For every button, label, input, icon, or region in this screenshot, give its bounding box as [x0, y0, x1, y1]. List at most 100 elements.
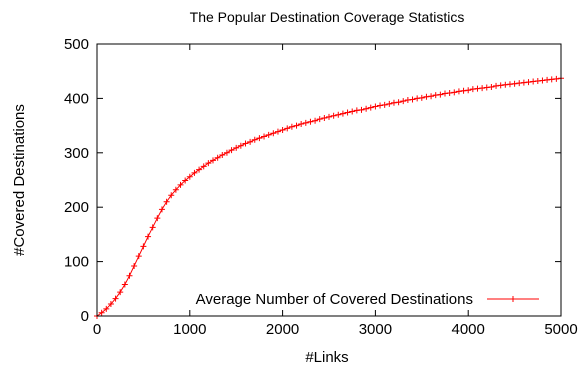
data-point: [442, 90, 448, 97]
data-point: [107, 301, 114, 308]
y-tick-label: 0: [81, 308, 89, 325]
data-point: [465, 87, 472, 94]
data-point: [163, 198, 170, 205]
data-point: [349, 108, 356, 115]
data-point: [451, 89, 458, 96]
data-point: [409, 96, 416, 103]
data-point: [205, 160, 212, 167]
data-point: [168, 192, 175, 199]
data-point: [121, 281, 128, 288]
data-point: [483, 84, 490, 91]
data-point: [381, 101, 388, 108]
data-point: [460, 87, 467, 94]
data-point: [395, 99, 402, 106]
data-point: [386, 100, 393, 107]
data-point: [414, 95, 421, 102]
data-point: [474, 85, 481, 92]
data-point: [270, 130, 277, 137]
data-point: [330, 112, 337, 119]
data-point: [242, 140, 249, 147]
data-point: [172, 186, 179, 193]
data-point: [237, 142, 244, 149]
y-tick-label: 500: [64, 36, 89, 53]
data-point: [288, 123, 295, 130]
data-point: [117, 289, 124, 296]
data-point: [223, 149, 230, 156]
data-point: [511, 80, 518, 87]
data-point: [534, 77, 541, 84]
data-point: [135, 253, 142, 260]
data-point: [339, 110, 346, 117]
data-point: [525, 79, 532, 86]
x-tick-label: 2000: [266, 321, 299, 338]
data-point: [539, 77, 546, 84]
data-point: [390, 99, 397, 106]
data-point: [367, 104, 374, 111]
data-point: [131, 262, 138, 269]
x-tick-label: 0: [93, 321, 101, 338]
data-point: [219, 151, 226, 158]
data-point: [307, 118, 314, 125]
data-point: [516, 80, 523, 87]
data-point: [274, 128, 281, 135]
data-point: [182, 177, 189, 184]
data-point: [321, 114, 328, 121]
data-point: [177, 181, 184, 188]
y-tick-label: 400: [64, 90, 89, 107]
data-point: [200, 163, 207, 170]
data-point: [302, 119, 309, 126]
data-point: [214, 154, 221, 161]
data-point: [145, 233, 152, 240]
data-point: [432, 92, 439, 99]
data-point: [196, 166, 203, 173]
data-point: [298, 120, 305, 127]
data-point: [400, 98, 407, 105]
data-point: [247, 138, 254, 145]
data-point: [488, 83, 495, 90]
data-point: [506, 81, 513, 88]
axis-tick-labels: 0 1000 2000 3000 4000 5000 0 100 200 300 400 500: [64, 36, 578, 338]
x-tick-label: 1000: [173, 321, 206, 338]
y-tick-label: 300: [64, 145, 89, 162]
data-point: [228, 147, 235, 154]
data-point: [497, 82, 504, 89]
x-tick-label: 5000: [544, 321, 577, 338]
data-point: [437, 91, 444, 98]
series-group: [94, 75, 564, 319]
plot-area-frame: [96, 43, 562, 317]
data-point: [404, 97, 411, 104]
data-point: [418, 94, 425, 101]
data-point: [353, 107, 360, 114]
legend-label: Average Number of Covered Destinations: [196, 291, 473, 308]
data-point: [479, 85, 486, 92]
data-point: [358, 106, 365, 113]
data-point: [548, 76, 555, 83]
y-tick-label: 200: [64, 199, 89, 216]
data-point: [335, 111, 342, 118]
data-point: [140, 243, 147, 250]
data-point: [186, 173, 193, 180]
data-point: [126, 272, 133, 279]
data-point: [316, 116, 323, 123]
data-point: [149, 224, 156, 231]
data-point: [544, 76, 551, 83]
data-point: [363, 105, 370, 112]
legend-marker: [510, 296, 516, 302]
legend-marker-plus: [510, 296, 516, 302]
data-point: [469, 86, 476, 93]
data-point: [103, 305, 110, 312]
x-axis-label: #Links: [305, 349, 348, 366]
data-point: [154, 215, 161, 222]
legend: Average Number of Covered Destinations: [196, 291, 539, 308]
data-point: [423, 93, 430, 100]
chart-title: The Popular Destination Coverage Statist…: [190, 9, 465, 25]
data-point: [158, 206, 165, 213]
data-point: [493, 82, 500, 89]
data-point: [261, 133, 268, 140]
data-point: [372, 103, 379, 110]
data-point: [326, 113, 332, 120]
y-axis-label: #Covered Destinations: [11, 104, 28, 256]
data-point: [446, 89, 453, 96]
data-point: [502, 81, 509, 88]
